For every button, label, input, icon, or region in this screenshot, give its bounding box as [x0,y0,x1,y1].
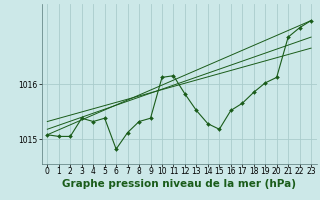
X-axis label: Graphe pression niveau de la mer (hPa): Graphe pression niveau de la mer (hPa) [62,179,296,189]
